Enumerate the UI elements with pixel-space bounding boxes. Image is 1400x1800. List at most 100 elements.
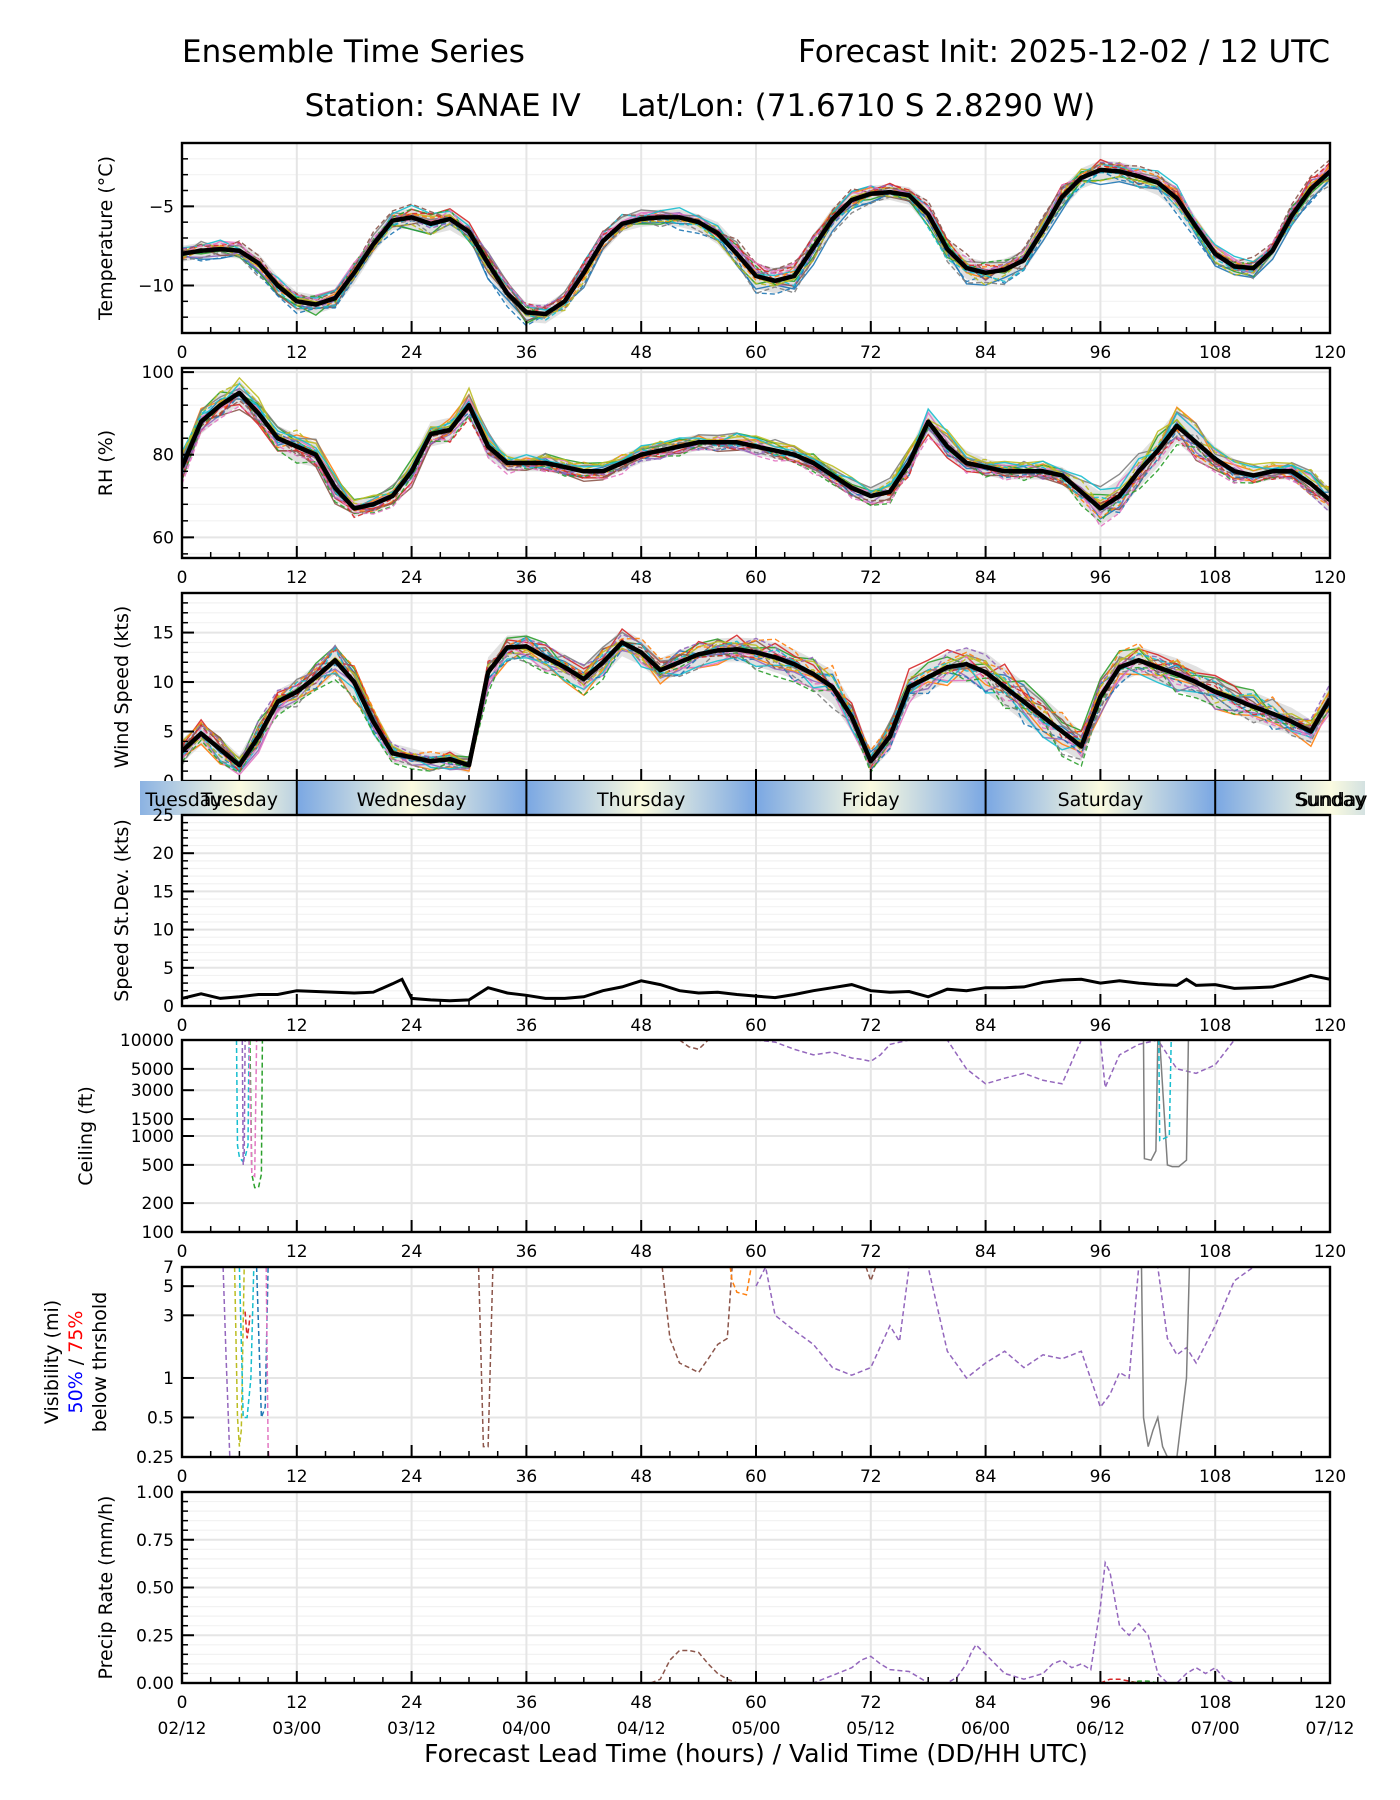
panel-visibility: 0.25 0.5 1 3 57 0 12 24 36 48 60 72 84 96 108 120 Visibi… [41, 1258, 1346, 1487]
y-tick-label: 5000 [131, 1060, 174, 1080]
y-tick-label: 1.00 [136, 1483, 174, 1503]
x-tick-label: 24 [401, 1467, 423, 1487]
series-member-orange [729, 1267, 752, 1296]
panel-wind_speed: 051015Wind Speed (kts)TuesdayWednesdayTh… [0, 591, 1400, 815]
y-axis-label: Speed St.Dev. (kts) [111, 819, 133, 1002]
valid-time-label: 05/12 [846, 1719, 895, 1739]
forecast-init-label: Forecast Init: 2025-12-02 / 12 UTC [798, 34, 1330, 70]
day-band-segment [526, 781, 756, 815]
series-member-brown-50 [661, 1267, 733, 1374]
day-label-saturday: Saturday [1058, 789, 1144, 811]
x-tick-label: 24 [401, 1693, 423, 1713]
ensemble-member-line [182, 397, 1330, 514]
panel-temperature: −10 −5 0 12 24 36 48 60 72 84 96 108 120 Temperature … [95, 141, 1346, 363]
ensemble-member-line [182, 159, 1330, 312]
x-tick-label: 60 [745, 1242, 767, 1262]
x-tick-label: 48 [630, 1693, 652, 1713]
valid-time-label: 04/12 [617, 1719, 666, 1739]
y-tick-label: 3 [163, 1306, 174, 1326]
x-tick-label: 108 [1199, 1693, 1231, 1713]
x-tick-label: 120 [1314, 1693, 1346, 1713]
y-axis-label: Ceiling (ft) [75, 1086, 97, 1186]
y-tick-label: 80 [152, 446, 174, 466]
x-tick-label: 84 [975, 343, 997, 363]
day-label-thursday: Thursday [596, 789, 685, 811]
x-tick-label: 72 [860, 1016, 882, 1036]
y-tick-label: 1 [163, 1369, 174, 1389]
plot-area-temperature [182, 158, 1330, 327]
y-tick-label: 1000 [131, 1127, 174, 1147]
x-tick-label: 60 [745, 568, 767, 588]
plot-area-precip [650, 1560, 1330, 1683]
y-tick-label: 15 [152, 624, 174, 644]
day-label-tuesday: Tuesday [200, 789, 278, 811]
x-tick-label: 72 [860, 1693, 882, 1713]
y-tick-label: 10000 [120, 1031, 174, 1051]
x-tick-label: 72 [860, 1242, 882, 1262]
x-tick-label: 0 [177, 1242, 188, 1262]
x-tick-label: 12 [286, 1242, 308, 1262]
x-tick-label: 120 [1314, 343, 1346, 363]
series-member-red [244, 1311, 251, 1339]
x-tick-label: 60 [745, 1693, 767, 1713]
x-tick-label: 120 [1314, 568, 1346, 588]
x-tick-label: 36 [516, 1467, 538, 1487]
y-tick-label: 0.00 [136, 1674, 174, 1694]
plot-area-visibility [222, 1267, 1254, 1457]
x-tick-label: 60 [745, 343, 767, 363]
series-member-purple-early [222, 1267, 232, 1457]
day-band-segment [296, 781, 527, 815]
x-tick-label: 0 [177, 1016, 188, 1036]
y-tick-label: 0.5 [147, 1408, 174, 1428]
series-member-cyan [235, 1040, 250, 1163]
y-tick-label: 500 [142, 1156, 174, 1176]
x-tick-label: 96 [1090, 1693, 1112, 1713]
series-member-pink [248, 1040, 258, 1178]
x-tick-label: 108 [1199, 568, 1231, 588]
series-member-gray [1140, 1267, 1191, 1457]
valid-time-label: 07/12 [1306, 1719, 1355, 1739]
ensemble-member-line [182, 175, 1330, 317]
x-tick-label: 72 [860, 568, 882, 588]
x-tick-label: 12 [286, 343, 308, 363]
x-tick-label: 96 [1090, 343, 1112, 363]
series-member-cyan-late [1158, 1040, 1172, 1142]
valid-time-label: 03/00 [272, 1719, 321, 1739]
ensemble-member-line [182, 389, 1330, 519]
ensemble-member-line [182, 642, 1330, 775]
series-member-brown-31 [477, 1267, 494, 1448]
day-label-edge-end: Sunday [1296, 789, 1367, 811]
x-tick-label: 120 [1314, 1016, 1346, 1036]
x-tick-label: 96 [1090, 1016, 1112, 1036]
y-tick-label: 20 [152, 844, 174, 864]
plot-area-ceiling [235, 1040, 1235, 1189]
y-tick-label: 3000 [131, 1081, 174, 1101]
x-tick-label: 108 [1199, 1016, 1231, 1036]
y-tick-label: 0.50 [136, 1579, 174, 1599]
valid-time-label: 07/00 [1191, 1719, 1240, 1739]
series-member-brown [650, 1649, 738, 1683]
x-tick-label: 84 [975, 1693, 997, 1713]
y-axis-label: Wind Speed (kts) [111, 606, 133, 769]
x-tick-label: 0 [177, 1693, 188, 1713]
threshold-legend: 50% / 75% [65, 1311, 87, 1414]
x-tick-label: 60 [745, 1016, 767, 1036]
ensemble-mean-line [182, 167, 1330, 317]
x-tick-label: 12 [286, 1467, 308, 1487]
day-label-edge-start: Tuesday [144, 789, 222, 811]
panel-precip: 0.00 0.25 0.50 0.75 1.00 0 02/12 12 03/00 24 03/12… [95, 1483, 1355, 1739]
y-tick-label: 15 [152, 882, 174, 902]
grid-rh [181, 368, 1331, 558]
series-member-blue [255, 1267, 269, 1418]
series-member-brown [679, 1040, 709, 1051]
ensemble-member-line [182, 637, 1330, 767]
y-tick-label: 200 [142, 1194, 174, 1214]
series-member-purple [756, 1560, 1330, 1683]
x-tick-label: 24 [401, 1016, 423, 1036]
x-tick-label: 12 [286, 1016, 308, 1036]
series-member-brown-72 [865, 1267, 877, 1284]
series-member-purple-late [755, 1267, 1254, 1409]
valid-time-label: 03/12 [387, 1719, 436, 1739]
y-tick-label: 5 [163, 959, 174, 979]
station-label: Station: SANAE IV Lat/Lon: (71.6710 S 2.… [304, 88, 1096, 124]
